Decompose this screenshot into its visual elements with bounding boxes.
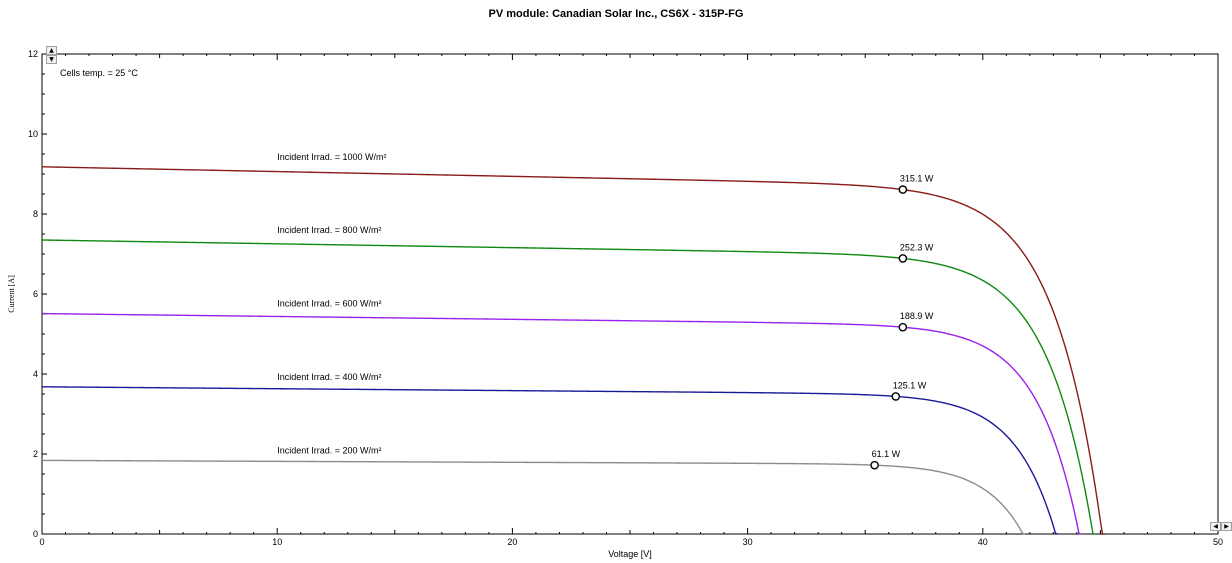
- series-label: Incident Irrad. = 600 W/m²: [277, 299, 381, 309]
- mpp-power-label: 125.1 W: [893, 380, 927, 390]
- plot-frame: [41, 53, 1219, 535]
- y-tick-label: 10: [28, 129, 38, 139]
- x-axis-label: Voltage [V]: [608, 549, 652, 559]
- y-max-spin-down-button[interactable]: ▼: [46, 55, 57, 64]
- y-tick-label: 2: [33, 449, 38, 459]
- y-tick-label: 8: [33, 209, 38, 219]
- x-max-scroll-right-button[interactable]: ▶: [1221, 522, 1232, 531]
- x-tick-label: 40: [978, 537, 988, 547]
- iv-curve-series: [41, 239, 1096, 535]
- x-tick-label: 30: [743, 537, 753, 547]
- iv-curve-series: [41, 312, 1082, 535]
- x-max-scroll-left-button[interactable]: ◀: [1210, 522, 1221, 531]
- mpp-power-label: 61.1 W: [872, 449, 901, 459]
- iv-curve-series: [41, 386, 1059, 535]
- iv-curve-series: [41, 166, 1106, 535]
- mpp-point-marker: [898, 185, 908, 194]
- y-tick-label: 12: [28, 49, 38, 59]
- mpp-point-marker: [870, 460, 879, 470]
- mpp-power-label: 315.1 W: [900, 174, 934, 184]
- cells-temp-note: Cells temp. = 25 °C: [60, 68, 138, 78]
- x-tick-label: 10: [272, 537, 282, 547]
- series-label: Incident Irrad. = 200 W/m²: [277, 445, 381, 455]
- mpp-power-label: 188.9 W: [900, 311, 934, 321]
- y-max-spin-up-button[interactable]: ▲: [46, 46, 57, 55]
- series-label: Incident Irrad. = 1000 W/m²: [277, 152, 386, 162]
- y-axis-label: Current [A]: [7, 275, 16, 313]
- mpp-power-label: 252.3 W: [900, 242, 934, 252]
- y-tick-label: 4: [33, 369, 38, 379]
- mpp-point-marker: [898, 254, 908, 263]
- series-label: Incident Irrad. = 400 W/m²: [277, 372, 381, 382]
- mpp-point-marker: [891, 392, 901, 401]
- y-tick-label: 6: [33, 289, 38, 299]
- mpp-point-marker: [898, 322, 908, 332]
- x-tick-label: 0: [39, 537, 44, 547]
- chart-title: PV module: Canadian Solar Inc., CS6X - 3…: [488, 8, 744, 20]
- x-tick-label: 20: [507, 537, 517, 547]
- series-label: Incident Irrad. = 800 W/m²: [277, 225, 381, 235]
- iv-curve-series: [41, 459, 1026, 535]
- x-tick-label: 50: [1213, 537, 1223, 547]
- y-tick-label: 0: [33, 529, 38, 539]
